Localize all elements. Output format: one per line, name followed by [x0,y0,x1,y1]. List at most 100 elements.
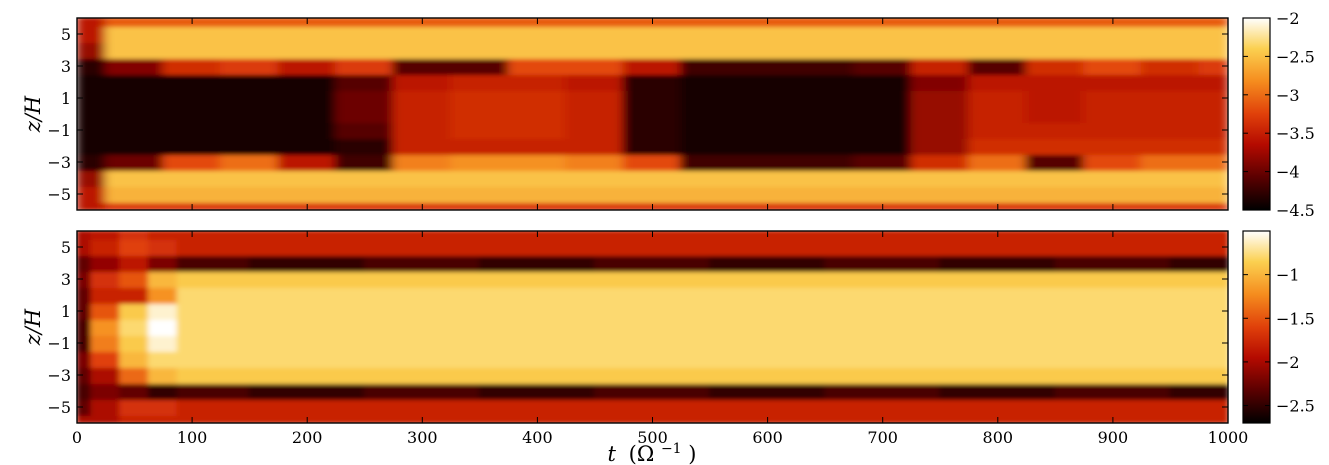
heatmap-cell [507,153,568,171]
heatmap-cell [622,153,683,171]
heatmap-cell [334,18,395,27]
heatmap-cell [1054,350,1172,368]
colorbar-tick-label: −2.5 [1276,47,1315,66]
heatmap-cell [737,89,798,107]
heatmap-cell [622,105,683,123]
heatmap-cell [1169,238,1228,256]
heatmap-cell [1083,57,1143,75]
heatmap-cell [90,231,122,240]
heatmap-cell [77,254,93,272]
y-tick-label: 5 [61,25,71,44]
heatmap-cell [565,153,625,171]
heatmap-cell [1054,334,1172,352]
heatmap-cell [852,121,913,139]
heatmap-cell [852,41,913,59]
heatmap-cell [709,286,827,304]
heatmap-cell [680,18,740,27]
heatmap-cell [968,73,1028,91]
heatmap-cell [334,89,395,107]
colorbar-tick-label: −1.5 [1276,309,1315,328]
heatmap-cell [90,414,122,423]
heatmap-cell [219,89,280,107]
heatmap-cell [77,286,93,304]
heatmap-cell [680,185,740,203]
heatmap-cell [162,105,222,123]
heatmap-cell [90,238,122,256]
heatmap-cell [104,57,165,75]
heatmap-cell [478,254,596,272]
heatmap-cell [90,334,122,352]
heatmap-cell [910,169,971,187]
heatmap-cell [968,57,1028,75]
heatmap-cell [1140,89,1201,107]
x-axis-unit-exponent: −1 [661,441,682,457]
heatmap-cell [910,201,971,210]
heatmap-cell [852,169,913,187]
heatmap-cell [162,73,222,91]
heatmap-cell [939,334,1057,352]
heatmap-cell [1169,270,1228,288]
heatmap-cell [277,89,337,107]
heatmap-cell [565,105,625,123]
heatmap-cell [90,382,122,400]
heatmap-cell [852,57,913,75]
heatmap-cell [737,73,798,91]
heatmap-cell [737,137,798,155]
heatmap-cell [968,169,1028,187]
heatmap-cell [334,201,395,210]
heatmap-cell [507,73,568,91]
y-tick-label: 1 [61,302,71,321]
heatmap-cell [219,105,280,123]
heatmap-cell [77,302,93,320]
heatmap-cell [450,73,510,91]
heatmap-cell [680,153,740,171]
heatmap-cell [77,201,107,210]
heatmap-cell [910,153,971,171]
heatmap-cell [119,302,150,320]
heatmap-cell [162,25,222,43]
heatmap-cell [939,350,1057,368]
heatmap-cell [795,185,855,203]
heatmap-cell [1083,73,1143,91]
heatmap-cell [162,185,222,203]
heatmap-cell [334,153,395,171]
heatmap-cell [77,105,107,123]
heatmap-cell [1025,41,1086,59]
heatmap-cell [1025,89,1086,107]
heatmap-cell [219,41,280,59]
heatmap-cell [392,73,453,91]
heatmap-cell [824,350,942,368]
heatmap-cell [219,169,280,187]
heatmap-cell [450,105,510,123]
heatmap-cell [176,270,251,288]
heatmap-cell [622,73,683,91]
heatmap-cell [77,121,107,139]
heatmap-cell [77,414,93,423]
heatmap-cell [176,286,251,304]
heatmap-cell [795,169,855,187]
heatmap-cell [1054,238,1172,256]
heatmap-cell [77,25,107,43]
heatmap-cell [593,302,712,320]
heatmap-cell [363,398,481,416]
heatmap-cell [1140,121,1201,139]
heatmap-cell [507,137,568,155]
heatmap-cell [248,254,366,272]
heatmap-cell [363,302,481,320]
heatmap-cell [119,238,150,256]
heatmap-cell [119,350,150,368]
heatmap-cell [104,25,165,43]
heatmap-cell [852,25,913,43]
heatmap-cell [1140,153,1201,171]
heatmap-cell [119,382,150,400]
heatmap-cell [77,318,93,336]
heatmap-cell [1140,25,1201,43]
heatmap-cell [680,105,740,123]
x-tick-label: 0 [72,428,82,447]
heatmap-cell [1083,153,1143,171]
x-axis-label: t (Ω −1 ) [608,434,697,465]
heatmap-cell [1169,231,1228,240]
heatmap-cell [565,169,625,187]
x-tick-label: 400 [522,428,553,447]
heatmap-cell [478,286,596,304]
